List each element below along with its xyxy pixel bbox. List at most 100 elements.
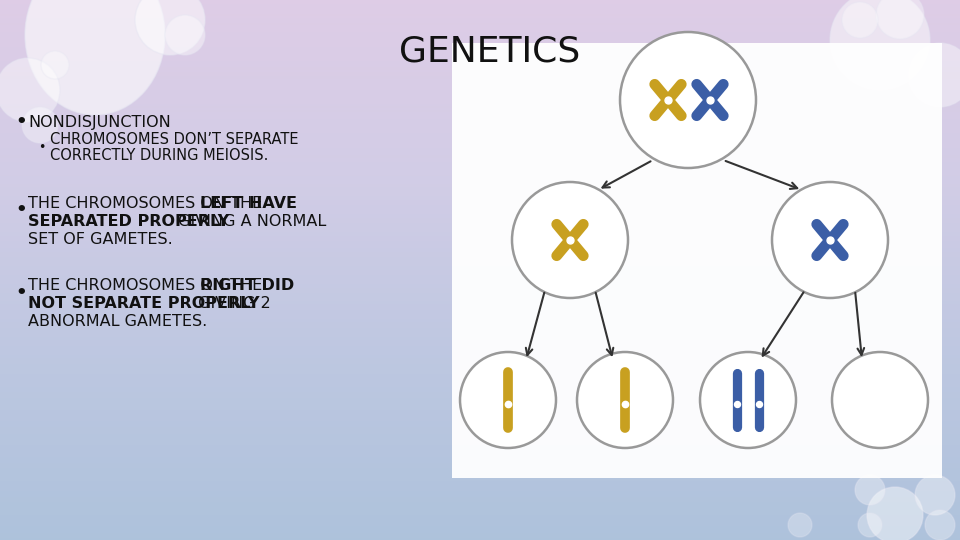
- Bar: [0, 454, 960, 455]
- Bar: [0, 22, 960, 23]
- Bar: [0, 74, 960, 76]
- Bar: [0, 520, 960, 522]
- Ellipse shape: [830, 0, 930, 90]
- Ellipse shape: [41, 51, 69, 79]
- Bar: [0, 261, 960, 263]
- Bar: [0, 430, 960, 432]
- Bar: [0, 115, 960, 117]
- Ellipse shape: [135, 0, 205, 55]
- Bar: [0, 400, 960, 401]
- Bar: [0, 193, 960, 194]
- Bar: [0, 369, 960, 371]
- Circle shape: [577, 352, 673, 448]
- Bar: [0, 336, 960, 339]
- Bar: [0, 371, 960, 373]
- Bar: [0, 363, 960, 366]
- Bar: [0, 54, 960, 56]
- Bar: [0, 177, 960, 178]
- Bar: [0, 182, 960, 184]
- Bar: [0, 173, 960, 174]
- Bar: [0, 212, 960, 214]
- Bar: [0, 69, 960, 70]
- Bar: [0, 470, 960, 471]
- Bar: [0, 304, 960, 306]
- Bar: [0, 45, 960, 47]
- Bar: [0, 536, 960, 538]
- Bar: [0, 189, 960, 191]
- Bar: [0, 373, 960, 374]
- Bar: [0, 356, 960, 358]
- Bar: [0, 425, 960, 427]
- Text: ABNORMAL GAMETES.: ABNORMAL GAMETES.: [28, 314, 207, 329]
- Bar: [0, 128, 960, 130]
- Bar: [0, 434, 960, 436]
- Bar: [0, 88, 960, 90]
- Bar: [0, 351, 960, 353]
- Text: THE CHROMOSOMES ON THE: THE CHROMOSOMES ON THE: [28, 279, 268, 294]
- Text: CHROMOSOMES DON’T SEPARATE: CHROMOSOMES DON’T SEPARATE: [50, 132, 299, 147]
- Bar: [0, 340, 960, 342]
- Bar: [0, 322, 960, 324]
- Bar: [0, 171, 960, 173]
- Bar: [0, 407, 960, 409]
- Bar: [0, 119, 960, 120]
- Bar: [0, 481, 960, 482]
- Bar: [0, 220, 960, 221]
- Bar: [0, 110, 960, 112]
- Bar: [0, 157, 960, 158]
- Bar: [0, 248, 960, 250]
- Bar: [0, 27, 960, 29]
- Bar: [0, 389, 960, 390]
- Bar: [0, 191, 960, 193]
- Bar: [0, 194, 960, 196]
- Bar: [0, 319, 960, 320]
- Bar: [0, 355, 960, 356]
- Bar: [0, 275, 960, 277]
- Bar: [0, 380, 960, 382]
- Bar: [0, 274, 960, 275]
- Bar: [0, 205, 960, 207]
- Bar: [0, 155, 960, 157]
- Bar: [0, 333, 960, 335]
- FancyBboxPatch shape: [452, 43, 942, 478]
- Bar: [0, 211, 960, 212]
- Bar: [0, 306, 960, 308]
- Bar: [0, 513, 960, 515]
- Bar: [0, 335, 960, 336]
- Bar: [0, 285, 960, 286]
- Text: SEPARATED PROPERLY: SEPARATED PROPERLY: [28, 213, 229, 228]
- Bar: [0, 414, 960, 416]
- Text: GIVING 2: GIVING 2: [193, 296, 271, 312]
- Bar: [0, 174, 960, 177]
- Bar: [0, 153, 960, 155]
- Bar: [0, 383, 960, 385]
- Bar: [0, 518, 960, 520]
- Bar: [0, 58, 960, 59]
- Bar: [0, 167, 960, 169]
- Bar: [0, 387, 960, 389]
- Bar: [0, 367, 960, 369]
- Bar: [0, 103, 960, 104]
- Text: •: •: [38, 140, 45, 153]
- Bar: [0, 204, 960, 205]
- Bar: [0, 421, 960, 423]
- Bar: [0, 490, 960, 491]
- Bar: [0, 169, 960, 171]
- Circle shape: [772, 182, 888, 298]
- Bar: [0, 455, 960, 457]
- Bar: [0, 266, 960, 268]
- Bar: [0, 214, 960, 216]
- Bar: [0, 409, 960, 410]
- Bar: [0, 86, 960, 88]
- Bar: [0, 263, 960, 265]
- Bar: [0, 11, 960, 12]
- Bar: [0, 77, 960, 79]
- Bar: [0, 344, 960, 346]
- Bar: [0, 201, 960, 204]
- Bar: [0, 218, 960, 220]
- Circle shape: [620, 32, 756, 168]
- Bar: [0, 292, 960, 293]
- Bar: [0, 93, 960, 96]
- Bar: [0, 439, 960, 441]
- Bar: [0, 265, 960, 266]
